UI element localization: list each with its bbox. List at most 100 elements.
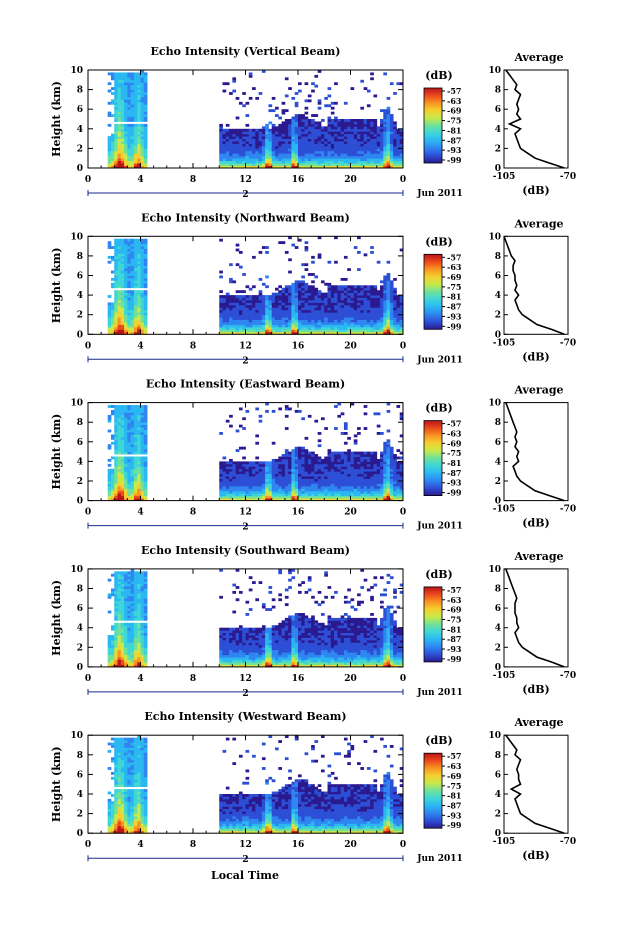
heatmap-cell [330,302,335,306]
heatmap-cell [271,322,276,325]
heatmap-cell [120,165,125,169]
heatmap-cell [311,314,315,318]
heatmap-cell [124,417,128,421]
heatmap-cell [245,473,250,477]
heatmap-cell [383,322,387,325]
heatmap-cell [334,153,338,157]
heatmap-cell [114,419,118,423]
heatmap-cell [258,297,263,301]
heatmap-cell [347,141,351,144]
heatmap-cell [120,106,125,110]
heatmap-cell [261,295,266,298]
heatmap-cell [252,314,256,318]
heatmap-cell [304,451,309,455]
heatmap-cell [133,265,138,269]
heatmap-cell [124,104,128,108]
heatmap-cell [380,456,384,460]
heatmap-cell [133,114,138,117]
heatmap-cell [353,317,358,320]
heatmap-cell [383,300,387,303]
heatmap-cell [137,94,141,98]
heatmap-cell [301,463,305,467]
heatmap-cell [229,476,233,479]
heatmap-cell [347,498,351,501]
heatmap-cell [110,498,115,501]
heatmap-cell [265,402,269,406]
heatmap-cell [294,295,299,298]
heatmap-cell [261,148,266,152]
heatmap-cell [383,307,387,311]
heatmap-cell [288,287,292,291]
heatmap-cell [353,473,358,477]
heatmap-cell [232,297,237,301]
heatmap-cell [393,143,397,147]
heatmap-cell [222,141,227,144]
heatmap-cell [140,116,145,120]
heatmap-cell [294,126,299,130]
heatmap-cell [396,128,401,132]
heatmap-cell [114,128,118,132]
heatmap-cell [337,295,342,298]
heatmap-cell [143,165,148,169]
heatmap-cell [288,131,292,135]
heatmap-cell [353,441,358,445]
heatmap-cell [133,87,138,90]
heatmap-cell [284,449,289,452]
heatmap-cell [248,155,253,159]
heatmap-cell [107,331,112,335]
heatmap-cell [370,163,374,166]
heatmap-cell [248,483,253,487]
heatmap-cell [278,314,282,318]
heatmap-cell [114,449,118,452]
heatmap-cell [133,422,138,426]
heatmap-cell [376,136,381,139]
heatmap-cell [343,473,348,477]
heatmap-cell [380,304,384,308]
heatmap-cell [238,476,243,479]
heatmap-cell [133,490,138,494]
heatmap-cell [383,160,387,164]
heatmap-cell [268,136,273,139]
heatmap-cell [327,94,332,98]
heatmap-cell [143,123,148,127]
heatmap-cell [373,285,378,289]
heatmap-cell [373,141,378,144]
heatmap-cell [337,290,342,294]
heatmap-cell [327,145,332,149]
heatmap-cell [393,498,397,501]
heatmap-cell [222,150,227,154]
heatmap-cell [127,109,132,113]
heatmap-cell [370,138,374,142]
heatmap-cell [393,488,397,492]
heatmap-cell [284,456,289,460]
heatmap-cell [130,488,135,492]
heatmap-cell [353,456,358,460]
heatmap-cell [114,165,118,169]
heatmap-cell [143,405,148,408]
heatmap-cell [393,478,397,482]
heatmap-cell [117,111,122,115]
heatmap-cell [366,123,371,127]
heatmap-cell [130,432,135,435]
heatmap-cell [340,485,345,489]
heatmap-cell [363,297,368,301]
heatmap-cell [324,300,328,303]
heatmap-cell [120,422,125,426]
heatmap-cell [307,145,312,149]
heatmap-cell [314,319,319,323]
heatmap-cell [304,282,309,286]
heatmap-cell [380,488,384,492]
heatmap-cell [330,488,335,492]
heatmap-cell [225,461,230,465]
heatmap-cell [386,273,391,276]
heatmap-cell [258,312,263,316]
heatmap-cell [127,309,132,313]
heatmap-cell [389,145,394,149]
heatmap-cell [137,280,141,284]
heatmap-cell [248,471,253,475]
heatmap-cell [258,478,263,482]
heatmap-cell [347,466,351,470]
heatmap-cell [307,119,312,122]
heatmap-cell [278,123,282,127]
heatmap-cell [222,163,227,166]
